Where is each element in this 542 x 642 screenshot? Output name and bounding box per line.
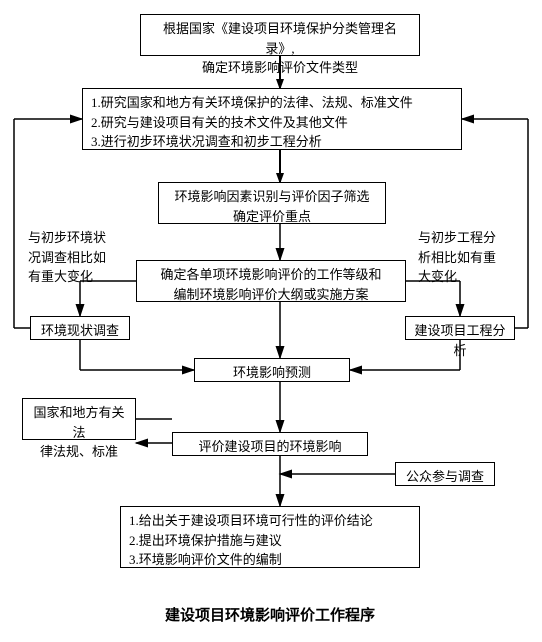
diagram-caption: 建设项目环境影响评价工作程序 xyxy=(120,604,420,625)
node-project-engineering-analysis: 建设项目工程分析 xyxy=(405,316,515,340)
node-factor-identification: 环境影响因素识别与评价因子筛选确定评价重点 xyxy=(158,182,386,224)
node-work-level-outline: 确定各单项环境影响评价的工作等级和编制环境影响评价大纲或实施方案 xyxy=(136,260,406,302)
label-feedback-left: 与初步环境状况调查相比如有重大变化 xyxy=(28,228,132,287)
node-public-participation: 公众参与调查 xyxy=(395,462,495,486)
node-env-status-survey: 环境现状调查 xyxy=(30,316,130,340)
node-determine-file-type: 根据国家《建设项目环境保护分类管理名录》,确定环境影响评价文件类型 xyxy=(140,14,420,56)
node-conclusions: 1.给出关于建设项目环境可行性的评价结论2.提出环境保护措施与建议3.环境影响评… xyxy=(120,506,420,568)
node-env-impact-prediction: 环境影响预测 xyxy=(194,358,350,382)
node-laws-standards: 国家和地方有关法律法规、标准 xyxy=(22,398,136,440)
node-research-steps: 1.研究国家和地方有关环境保护的法律、法规、标准文件2.研究与建设项目有关的技术… xyxy=(82,88,462,150)
label-feedback-right: 与初步工程分析相比如有重大变化 xyxy=(418,228,522,287)
node-evaluate-impact: 评价建设项目的环境影响 xyxy=(172,432,368,456)
